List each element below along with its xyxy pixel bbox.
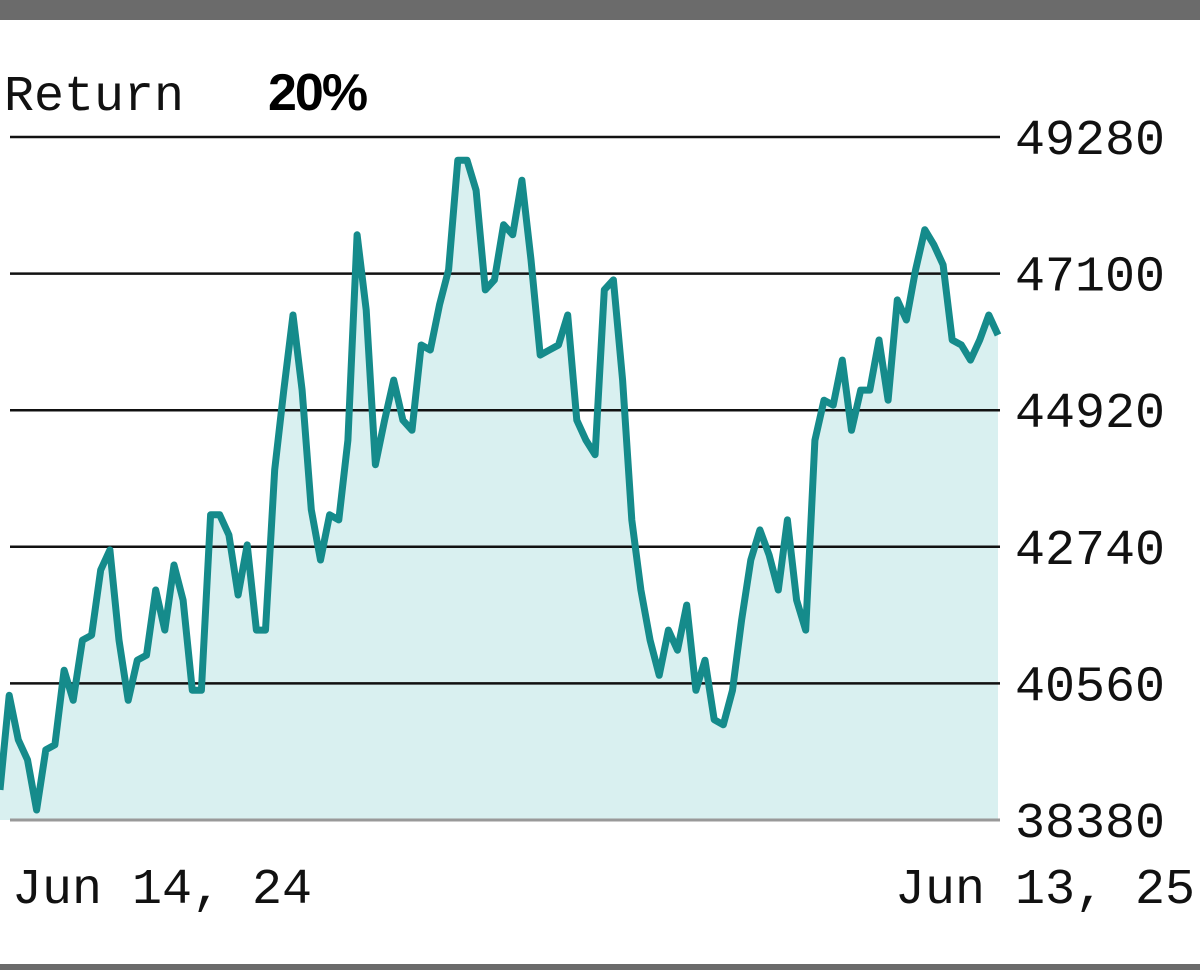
- y-tick-label: 40560: [1015, 659, 1165, 716]
- y-tick-label: 38380: [1015, 796, 1165, 853]
- y-tick-label: 44920: [1015, 386, 1165, 443]
- y-tick-label: 49280: [1015, 113, 1165, 170]
- bottom-border: [0, 964, 1200, 970]
- y-tick-label: 42740: [1015, 523, 1165, 580]
- x-tick-label: Jun 13, 25: [895, 862, 1195, 919]
- area: [0, 160, 998, 820]
- return-value: 20%: [268, 64, 367, 122]
- plot-area: [0, 160, 998, 820]
- top-border: [0, 0, 1200, 20]
- y-tick-label: 47100: [1015, 250, 1165, 307]
- price-line: [0, 156, 1002, 814]
- x-tick-label: Jun 14, 24: [12, 862, 312, 919]
- chart-title: Return: [4, 69, 184, 126]
